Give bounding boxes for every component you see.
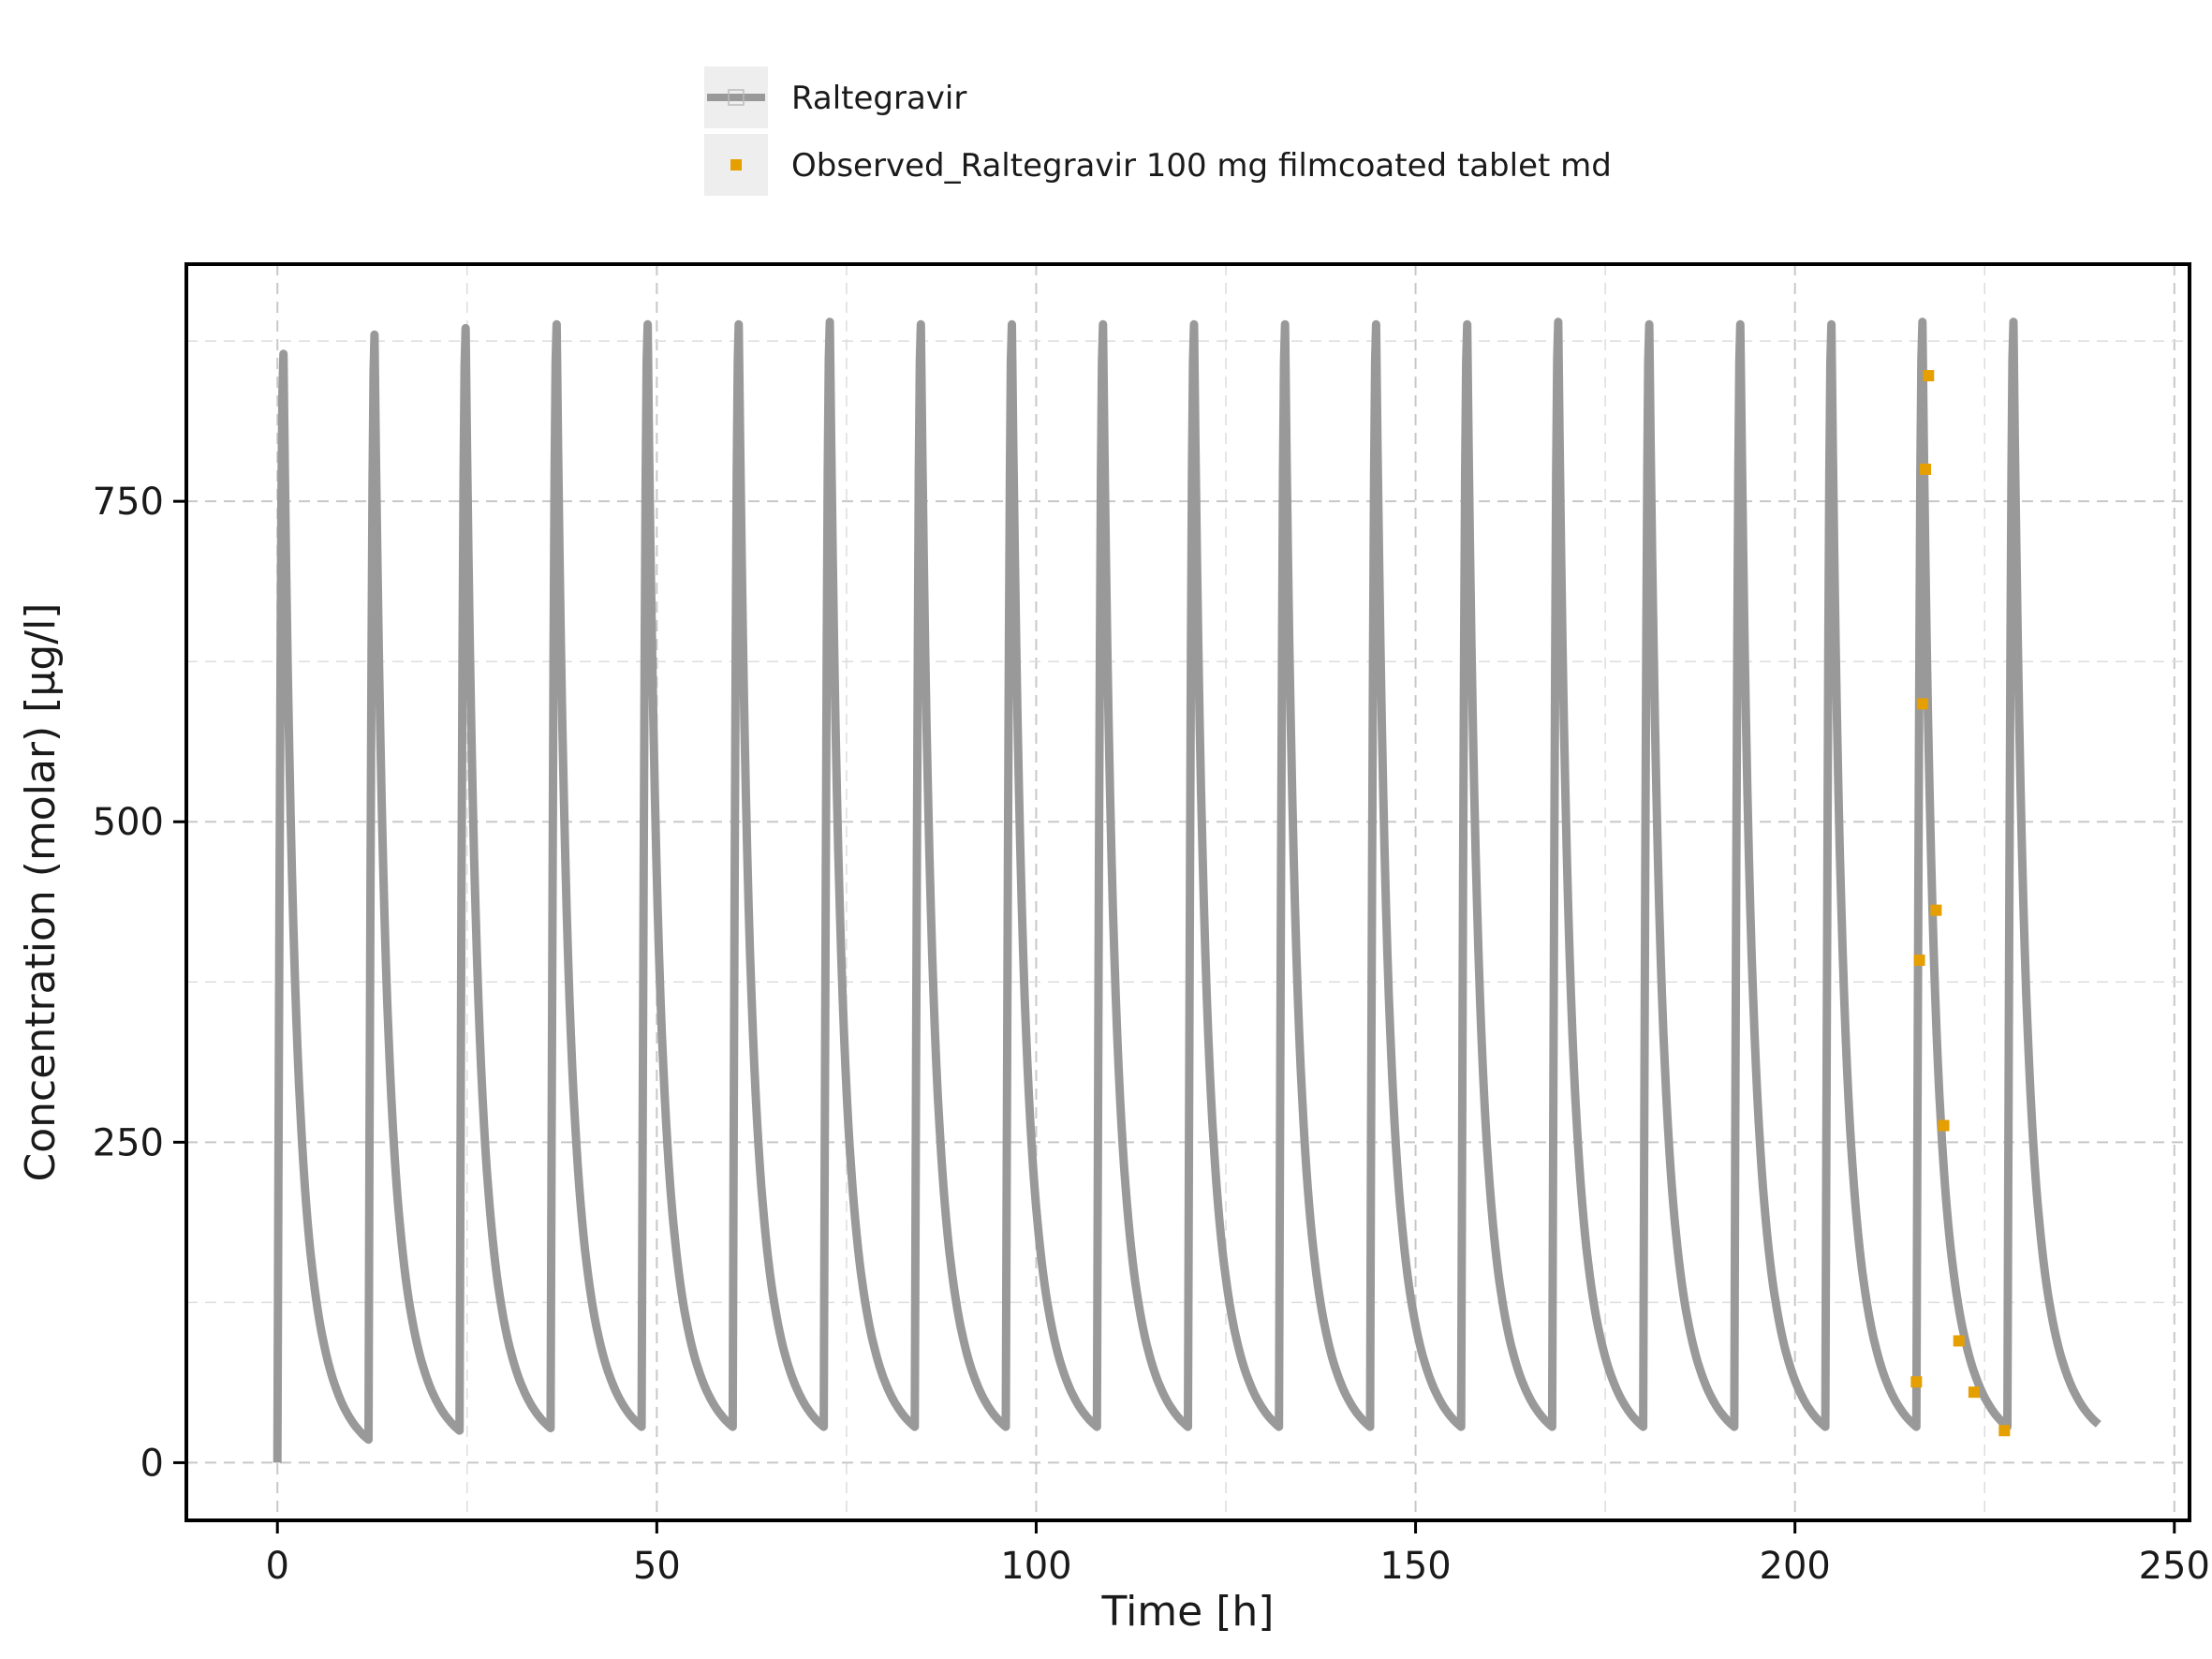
x-tick-label: 250 xyxy=(2139,1545,2210,1588)
observed-point xyxy=(1916,698,1928,710)
x-axis-title: Time [h] xyxy=(1101,1588,1275,1636)
observed-series xyxy=(1910,370,2011,1437)
x-tick-label: 50 xyxy=(633,1545,681,1588)
observed-point xyxy=(1938,1119,1950,1132)
observed-point xyxy=(1923,370,1935,382)
observed-point xyxy=(1953,1335,1965,1347)
observed-point xyxy=(1930,904,1942,916)
observed-point xyxy=(1913,955,1925,967)
y-axis: 0 250 500 750 xyxy=(93,481,186,1485)
simulated-series xyxy=(273,318,2101,1463)
observed-point xyxy=(1968,1386,1980,1399)
y-tick-label: 750 xyxy=(93,481,164,524)
plot-frame xyxy=(184,262,2191,1522)
legend-key-observed-marker xyxy=(730,159,742,170)
x-tick-label: 200 xyxy=(1760,1545,1831,1588)
x-tick-label: 100 xyxy=(1000,1545,1071,1588)
x-axis: 0 50 100 150 200 250 xyxy=(266,1520,2210,1588)
y-axis-title: Concentration (molar) [µg/l] xyxy=(17,603,65,1182)
observed-point xyxy=(1910,1376,1923,1388)
legend: Raltegravir Observed_Raltegravir 100 mg … xyxy=(704,67,1612,196)
y-tick-label: 250 xyxy=(93,1121,164,1164)
observed-point xyxy=(1998,1425,2011,1437)
legend-label-observed: Observed_Raltegravir 100 mg filmcoated t… xyxy=(791,147,1612,185)
raltegravir-simulated-line xyxy=(273,318,2101,1463)
y-tick-label: 0 xyxy=(140,1442,164,1485)
x-tick-label: 0 xyxy=(266,1545,289,1588)
observed-point xyxy=(1920,463,1932,475)
legend-label-simulated: Raltegravir xyxy=(791,80,966,117)
x-tick-label: 150 xyxy=(1379,1545,1451,1588)
legend-key-simulated-marker xyxy=(728,89,745,106)
y-tick-label: 500 xyxy=(93,801,164,844)
